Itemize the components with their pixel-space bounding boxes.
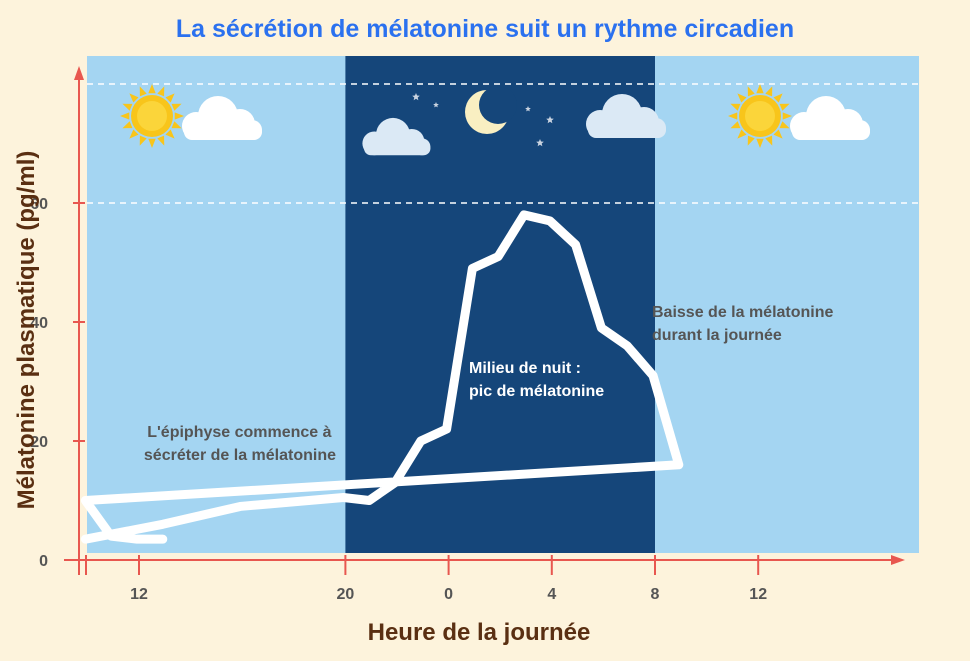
star-icon — [412, 93, 554, 147]
y-tick-label: 60 — [30, 196, 48, 213]
sun-icon — [728, 84, 792, 148]
annotation-line: pic de mélatonine — [469, 383, 604, 400]
cloud-icon — [586, 94, 666, 138]
y-tick-label: 20 — [30, 434, 48, 451]
y-tick-label: 0 — [39, 553, 48, 570]
x-tick-label: 4 — [547, 586, 556, 603]
x-tick-label: 20 — [337, 586, 355, 603]
y-axis-label: Mélatonine plasmatique (pg/ml) — [13, 151, 40, 510]
y-axis-arrow — [74, 66, 84, 80]
gridlines — [87, 83, 919, 204]
annotation-line: Baisse de la mélatonine — [652, 304, 834, 321]
x-tick-label: 12 — [749, 586, 767, 603]
y-tick-label: 40 — [30, 315, 48, 332]
sun-icon — [120, 84, 184, 148]
x-tick-label: 12 — [130, 586, 148, 603]
annotations: L'épiphyse commence à sécréter de la mél… — [144, 304, 838, 464]
annotation-start: L'épiphyse commence à sécréter de la mél… — [144, 424, 336, 464]
x-tick-label: 8 — [651, 586, 660, 603]
x-axis-label: Heure de la journée — [368, 619, 591, 646]
cloud-icon — [182, 96, 262, 140]
annotation-drop: Baisse de la mélatonine durant la journé… — [652, 304, 838, 344]
annotation-peak: Milieu de nuit : pic de mélatonine — [469, 360, 604, 400]
sky-decorations — [120, 84, 870, 156]
cloud-icon — [790, 96, 870, 140]
x-ticks: 12 20 0 4 8 12 — [85, 555, 767, 603]
cloud-icon — [362, 117, 431, 156]
annotation-line: durant la journée — [652, 327, 782, 344]
annotation-line: sécréter de la mélatonine — [144, 447, 336, 464]
y-ticks: 0 20 40 60 — [30, 196, 85, 570]
x-tick-label: 0 — [444, 586, 453, 603]
annotation-line: L'épiphyse commence à — [147, 424, 331, 441]
moon-icon — [465, 86, 517, 134]
x-axis-arrow — [891, 555, 905, 565]
annotation-line: Milieu de nuit : — [469, 360, 581, 377]
chart-title: La sécrétion de mélatonine suit un rythm… — [176, 15, 794, 43]
